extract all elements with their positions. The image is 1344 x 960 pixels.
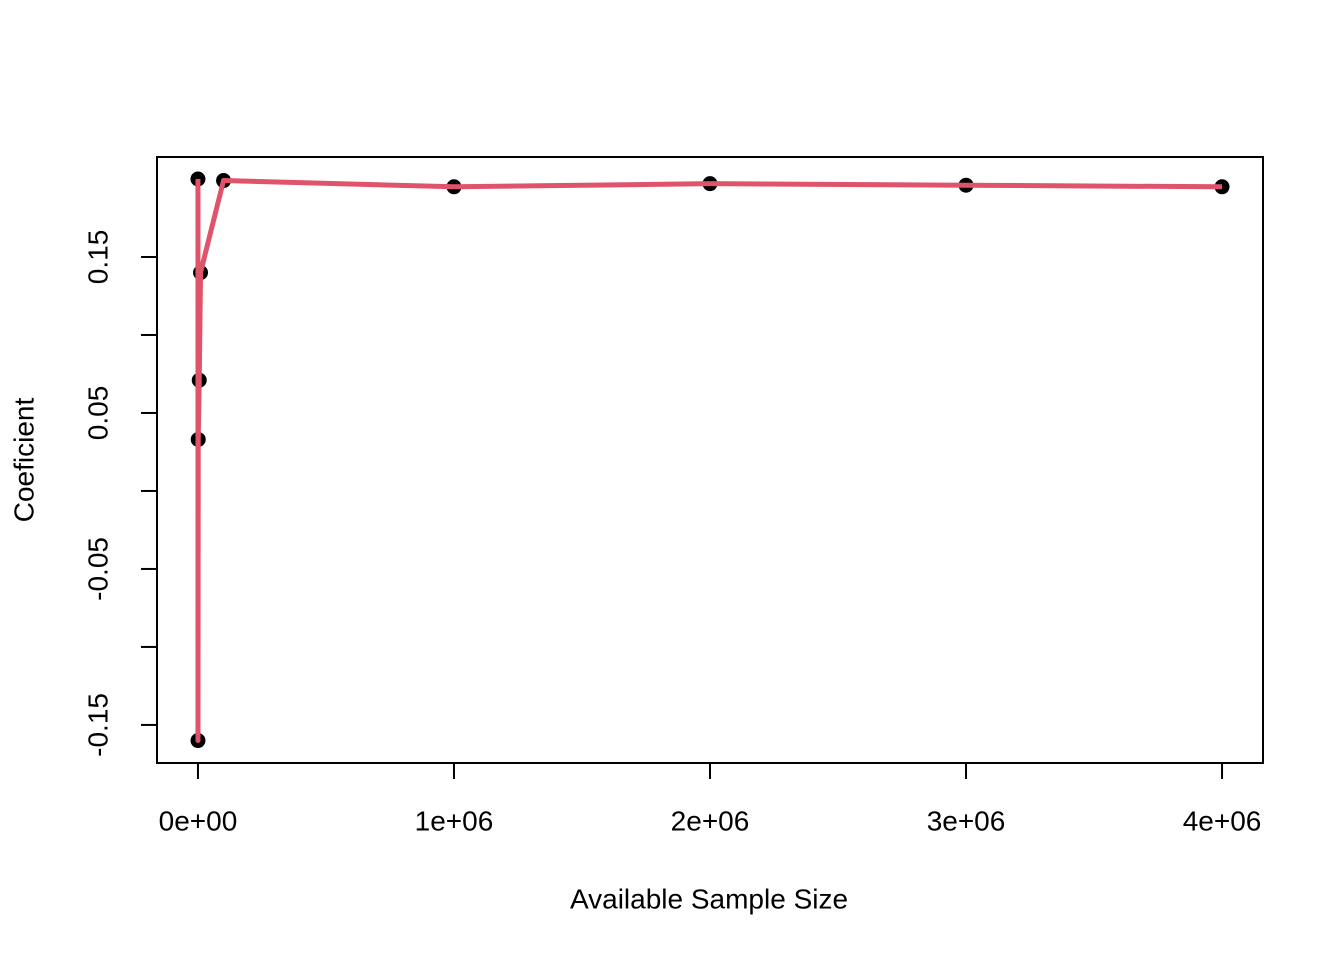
y-tick-label: 0.05 [82,386,113,441]
x-tick-label: 2e+06 [671,805,750,836]
x-tick-label: 1e+06 [415,805,494,836]
series-line [195,178,1223,744]
y-tick-label: -0.15 [82,693,113,757]
y-tick-label: 0.15 [82,230,113,285]
x-tick-label: 0e+00 [159,805,238,836]
y-axis-label: Coeficient [8,398,39,523]
x-tick-label: 3e+06 [927,805,1006,836]
y-tick-label: -0.05 [82,537,113,601]
plot-frame [156,156,1264,764]
x-axis-label: Available Sample Size [570,883,848,914]
x-tick-label: 4e+06 [1183,805,1262,836]
